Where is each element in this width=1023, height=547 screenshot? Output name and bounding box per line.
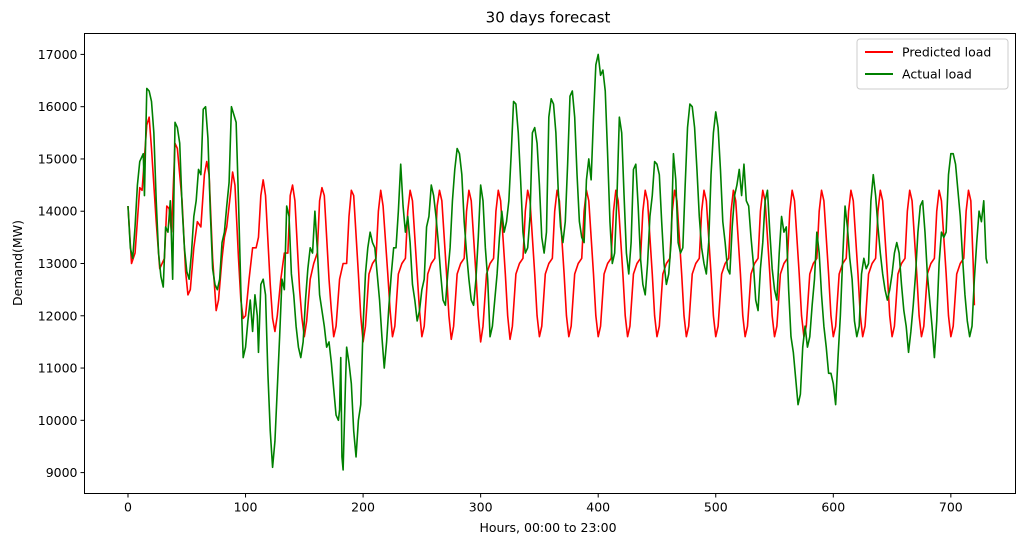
x-tick-label: 600 xyxy=(821,500,845,515)
y-tick-label: 12000 xyxy=(38,308,78,323)
predicted-load-line xyxy=(127,116,976,343)
y-tick-label: 14000 xyxy=(38,204,78,219)
y-tick-label: 17000 xyxy=(38,47,78,62)
y-tick-label: 10000 xyxy=(38,413,78,428)
x-tick-label: 500 xyxy=(704,500,728,515)
y-tick-label: 11000 xyxy=(38,361,78,376)
y-tick-label: 15000 xyxy=(38,151,78,166)
x-tick-label: 700 xyxy=(939,500,963,515)
legend-label-actual: Actual load xyxy=(902,67,972,82)
x-tick-label: 200 xyxy=(351,500,375,515)
actual-load-line xyxy=(127,53,989,471)
x-axis-label: Hours, 00:00 to 23:00 xyxy=(479,520,616,535)
x-axis-ticks: 0 100 200 300 400 500 600 700 xyxy=(124,493,963,515)
x-tick-label: 300 xyxy=(469,500,493,515)
legend-label-predicted: Predicted load xyxy=(902,45,991,60)
chart-title: 30 days forecast xyxy=(486,9,611,27)
x-tick-label: 100 xyxy=(234,500,258,515)
y-tick-label: 16000 xyxy=(38,99,78,114)
y-tick-label: 9000 xyxy=(46,465,78,480)
y-axis-label: Demand(MW) xyxy=(10,220,25,306)
legend: Predicted load Actual load xyxy=(856,38,1009,90)
y-tick-label: 13000 xyxy=(38,256,78,271)
legend-box xyxy=(856,38,1009,90)
x-tick-label: 0 xyxy=(124,500,132,515)
y-axis-ticks: 9000 10000 11000 12000 13000 14000 15000 16000 1… xyxy=(38,47,85,480)
series-layer xyxy=(127,53,989,471)
x-tick-label: 400 xyxy=(586,500,610,515)
